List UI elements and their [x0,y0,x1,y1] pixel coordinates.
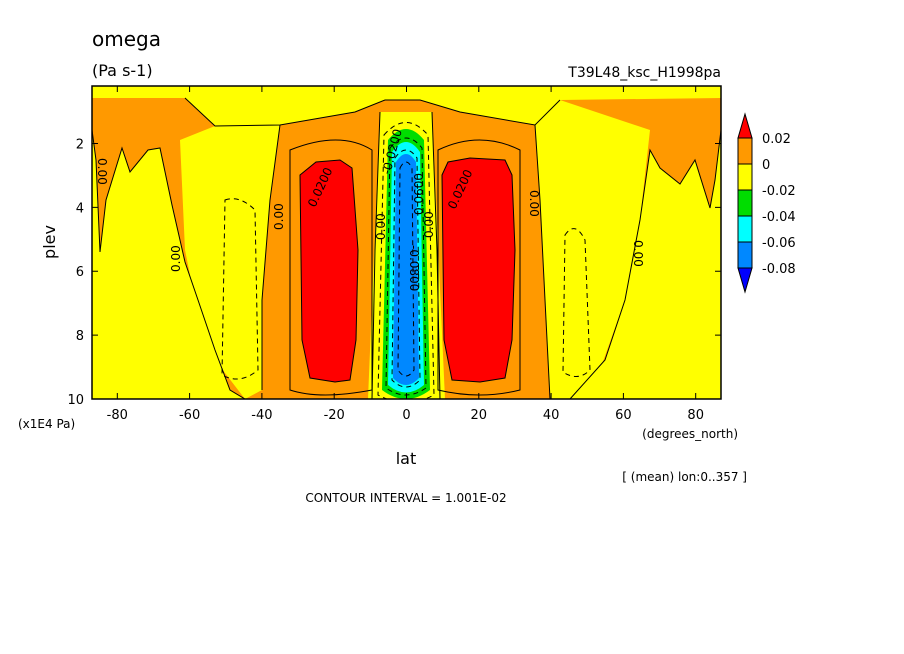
contour-zero-inner-right [534,124,551,399]
contour-north-outer [437,139,521,396]
x-axis-label: lat [396,449,417,468]
y-tick-label: 6 [76,265,84,280]
colorbar-label: 0.02 [762,132,791,147]
contour-zero-inner-left [261,124,281,390]
x-axis-units: (degrees_north) [642,427,738,441]
x-tick-label: -60 [179,408,200,423]
contour-dashed-eq-1 [377,122,435,399]
field-region-red-south [300,160,358,382]
contour-label: 0.00 [422,211,436,238]
contour-label: 0.00 [527,190,541,217]
colorbar-label: -0.06 [762,236,796,251]
colorbar: 0.02 0 -0.02 -0.04 -0.06 -0.08 [737,112,796,294]
contour-zero-right [569,129,721,399]
y-tick-label: 4 [76,201,84,216]
contour-label: 0.00 [272,203,286,230]
colorbar-top-arrow [737,112,753,139]
x-tick-label: 60 [615,408,632,423]
contour-label: 0.00 [374,213,388,240]
y-axis-label: plev [40,225,59,259]
contour-dashed-eq-3 [391,149,421,388]
contour-north-red [441,157,516,383]
y-tick-label: 8 [76,329,84,344]
y-axis-units: (x1E4 Pa) [18,417,75,431]
colorbar-label: 0 [762,158,770,173]
chart-title: omega [92,27,161,51]
x-tick-label: -40 [251,408,272,423]
colorbar-label: -0.08 [762,262,796,277]
y-axis: 2 4 6 8 10 [67,137,721,408]
x-tick-label: 80 [687,408,704,423]
dataset-label: T39L48_ksc_H1998pa [567,65,721,81]
contour-zero-left [92,129,246,399]
colorbar-bin [737,241,753,269]
contour-interval-note: CONTOUR INTERVAL = 1.001E-02 [305,491,506,505]
contour-zero-top [184,97,561,127]
colorbar-bin [737,137,753,165]
y-tick-label: 10 [67,393,84,408]
chart-units: (Pa s-1) [92,61,153,80]
contour-dashed-right-loop [562,228,591,377]
x-tick-label: -20 [324,408,345,423]
contour-label: 0.0600 [412,173,426,215]
contour-south-red [299,159,359,383]
mean-note: [ (mean) lon:0..357 ] [622,470,747,484]
contour-label: 0.00 [95,158,109,185]
x-tick-label: -80 [107,408,128,423]
contour-label: -0.0800 [407,245,421,291]
contour-dashed-eq-4 [397,161,415,377]
x-tick-label: 20 [471,408,488,423]
field-region-right-yellow [570,130,721,399]
colorbar-bin [737,215,753,243]
plot-area [92,86,721,399]
x-tick-label: 40 [543,408,560,423]
colorbar-label: -0.02 [762,184,796,199]
field-region-red-north [442,158,515,382]
x-tick-label: 0 [402,408,410,423]
contour-label: 0.00 [631,240,645,267]
x-axis: -80 -60 -40 -20 0 20 40 60 80 [107,86,704,423]
colorbar-bin [737,163,753,191]
colorbar-bin [737,189,753,217]
colorbar-label: -0.04 [762,210,796,225]
colorbar-bottom-arrow [737,267,753,294]
contour-equator-zero [371,111,441,399]
field-region-top-yellow [92,86,721,126]
contour-dashed-eq-2 [385,137,427,396]
field-region-inner-left-yellow [180,125,280,399]
contour-dashed-left-loop [221,198,259,380]
contour-label: 0.00 [169,245,183,272]
y-tick-label: 2 [76,137,84,152]
